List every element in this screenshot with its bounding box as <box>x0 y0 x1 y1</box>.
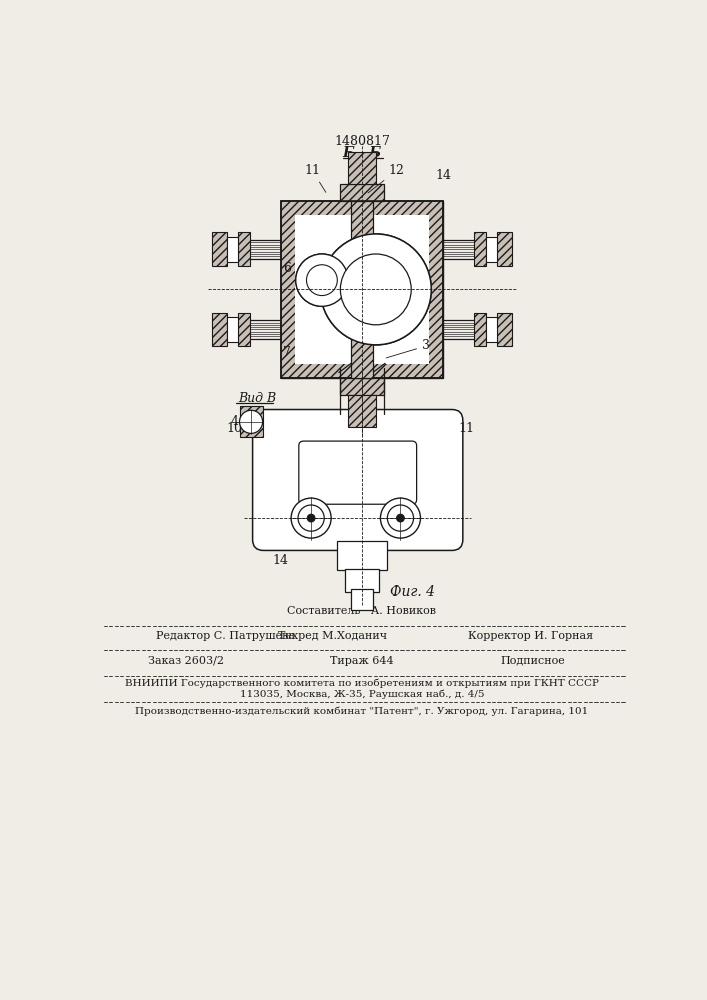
Text: Фиг. 4: Фиг. 4 <box>390 585 435 599</box>
Bar <box>303 446 412 500</box>
Text: Подписное: Подписное <box>501 656 566 666</box>
Circle shape <box>308 514 315 522</box>
Bar <box>227 237 238 262</box>
Text: 6: 6 <box>283 262 291 275</box>
Text: Техред М.Ходанич: Техред М.Ходанич <box>278 631 387 641</box>
Bar <box>348 395 376 427</box>
Text: ВНИИПИ Государственного комитета по изобретениям и открытиям при ГКНТ СССР: ВНИИПИ Государственного комитета по изоб… <box>125 679 599 688</box>
Bar <box>295 215 429 364</box>
Text: Фиг. 3: Фиг. 3 <box>363 440 407 454</box>
Bar <box>281 201 443 378</box>
Bar <box>295 364 429 378</box>
Bar <box>227 317 238 342</box>
Circle shape <box>291 498 331 538</box>
Bar <box>238 312 250 346</box>
Circle shape <box>307 265 337 296</box>
Bar <box>497 312 512 346</box>
Circle shape <box>296 254 348 306</box>
Bar <box>429 201 443 378</box>
Circle shape <box>320 234 431 345</box>
Bar <box>351 201 373 378</box>
Bar <box>240 406 264 437</box>
Bar <box>212 232 227 266</box>
Bar <box>281 201 443 378</box>
Text: 11: 11 <box>304 164 326 192</box>
Text: Вид В: Вид В <box>238 392 276 405</box>
Bar <box>281 201 443 378</box>
Text: 7: 7 <box>283 346 291 359</box>
Circle shape <box>320 234 431 345</box>
FancyBboxPatch shape <box>252 410 463 550</box>
Bar <box>337 541 387 570</box>
Circle shape <box>298 505 325 531</box>
Text: 10: 10 <box>226 422 243 435</box>
Bar <box>295 201 429 215</box>
Bar <box>238 232 250 266</box>
Circle shape <box>340 254 411 325</box>
Text: Составитель   А. Новиков: Составитель А. Новиков <box>288 606 436 616</box>
Text: 11: 11 <box>458 422 474 435</box>
Bar <box>486 237 497 262</box>
Circle shape <box>307 265 337 296</box>
Text: 113035, Москва, Ж-35, Раушская наб., д. 4/5: 113035, Москва, Ж-35, Раушская наб., д. … <box>240 690 484 699</box>
Text: 1480817: 1480817 <box>334 135 390 148</box>
Bar <box>212 312 227 346</box>
Text: 3: 3 <box>386 339 430 358</box>
Bar <box>348 152 376 184</box>
Text: Редактор С. Патрушева: Редактор С. Патрушева <box>156 631 295 641</box>
FancyBboxPatch shape <box>299 441 416 504</box>
Bar <box>345 569 379 592</box>
Bar <box>351 589 373 610</box>
Circle shape <box>380 498 421 538</box>
Circle shape <box>240 410 262 433</box>
Text: Производственно-издательский комбинат "Патент", г. Ужгород, ул. Гагарина, 101: Производственно-издательский комбинат "П… <box>135 707 588 716</box>
Bar <box>486 317 497 342</box>
Text: Корректор И. Горная: Корректор И. Горная <box>468 631 593 641</box>
Bar <box>340 184 383 201</box>
Circle shape <box>387 505 414 531</box>
Text: 4: 4 <box>231 415 239 428</box>
Circle shape <box>397 514 404 522</box>
Bar <box>281 201 295 378</box>
Bar <box>340 378 383 395</box>
Bar <box>474 232 486 266</box>
Bar <box>474 312 486 346</box>
Text: Заказ 2603/2: Заказ 2603/2 <box>148 656 224 666</box>
Bar <box>497 232 512 266</box>
Text: 12: 12 <box>368 164 405 193</box>
Text: Тираж 644: Тираж 644 <box>330 656 394 666</box>
Text: 14: 14 <box>435 169 451 182</box>
Circle shape <box>296 254 348 306</box>
Text: Б - Б: Б - Б <box>342 146 382 160</box>
Circle shape <box>340 254 411 325</box>
Text: 14: 14 <box>273 554 288 567</box>
